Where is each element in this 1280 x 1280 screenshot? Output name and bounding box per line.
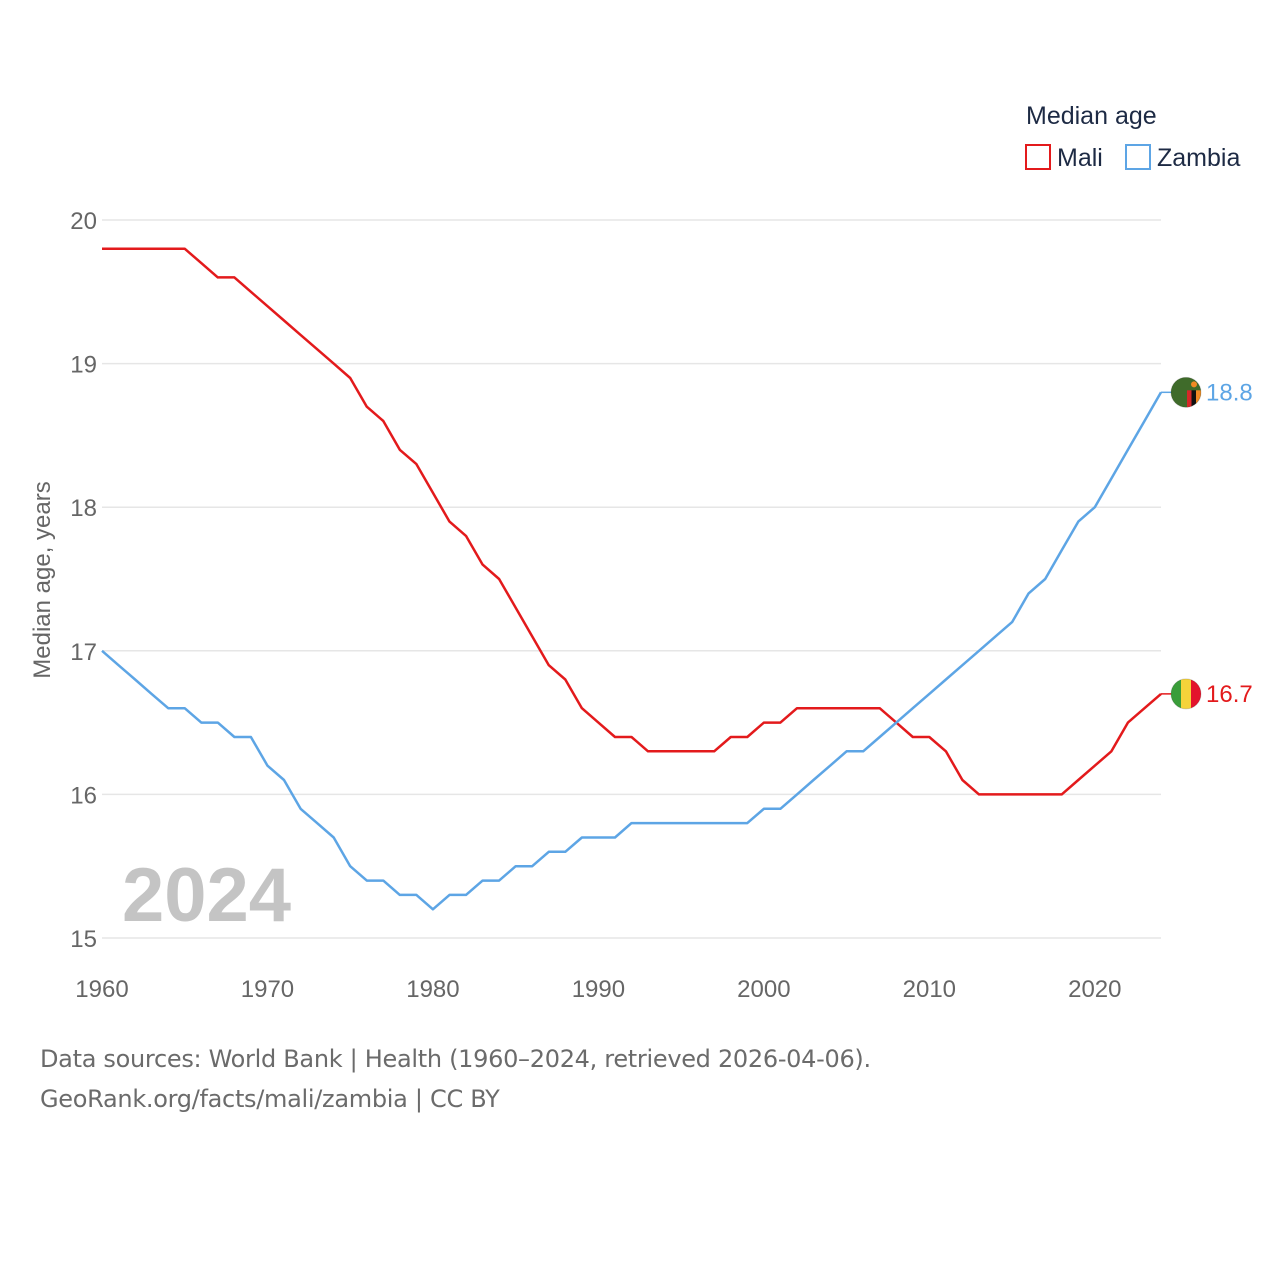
legend-label-mali[interactable]: Mali (1057, 144, 1103, 172)
series-line-zambia[interactable] (101, 391, 1163, 911)
grid-lines (102, 219, 1161, 939)
x-tick-label: 2010 (903, 976, 956, 1003)
y-tick-label: 16 (70, 782, 97, 809)
y-tick-label: 18 (70, 495, 97, 522)
x-tick-label: 1960 (75, 976, 128, 1003)
legend-swatch-mali[interactable] (1025, 144, 1051, 170)
x-tick-label: 2000 (737, 976, 790, 1003)
series-end-markers: 16.7 18.8 (1161, 376, 1253, 710)
y-axis-label: Median age, years (29, 481, 56, 678)
x-tick-label: 1980 (406, 976, 459, 1003)
end-value-label-mali: 16.7 (1206, 681, 1253, 708)
credit-link[interactable]: GeoRank.org/facts/mali/zambia | CC BY (40, 1085, 500, 1113)
y-tick-label: 15 (70, 926, 97, 953)
median-age-chart: 15 16 17 18 19 20 1960 1970 1980 1990 2000 2010 202… (29, 102, 1253, 1003)
x-axis-ticks: 1960 1970 1980 1990 2000 2010 2020 (75, 976, 1121, 1003)
y-tick-label: 20 (70, 208, 97, 235)
y-tick-label: 19 (70, 352, 97, 379)
legend-title: Median age (1026, 102, 1157, 130)
y-tick-label: 17 (70, 639, 97, 666)
x-tick-label: 2020 (1068, 976, 1121, 1003)
y-axis-ticks: 15 16 17 18 19 20 (70, 208, 97, 953)
mali-flag-icon (1170, 678, 1202, 710)
year-watermark: 2024 (122, 853, 291, 938)
x-tick-label: 1990 (572, 976, 625, 1003)
legend-label-zambia[interactable]: Zambia (1157, 144, 1240, 172)
series-lines (101, 247, 1163, 911)
legend: Median age Mali Zambia (1025, 102, 1240, 172)
data-sources-note: Data sources: World Bank | Health (1960–… (40, 1045, 871, 1073)
legend-swatch-zambia[interactable] (1125, 144, 1151, 170)
zambia-flag-icon (1170, 376, 1202, 408)
series-line-mali[interactable] (102, 247, 1162, 796)
end-value-label-zambia: 18.8 (1206, 379, 1253, 406)
x-tick-label: 1970 (241, 976, 294, 1003)
